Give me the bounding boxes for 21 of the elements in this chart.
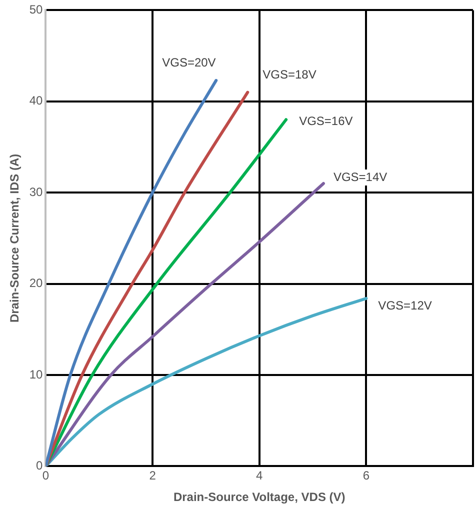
y-tick-label: 0 — [36, 458, 44, 473]
line-series — [46, 90, 250, 466]
line-series — [46, 296, 368, 466]
series-label: VGS=12V — [378, 298, 432, 313]
line-series — [46, 118, 288, 466]
y-tick-label: 40 — [29, 94, 44, 108]
series-label: VGS=14V — [333, 170, 388, 184]
y-tick-label: 50 — [29, 2, 44, 17]
y-tick-label: 10 — [29, 367, 44, 382]
x-tick-label: 6 — [362, 468, 370, 483]
line-series — [46, 78, 218, 466]
line-series — [46, 182, 325, 466]
series-label: VGS=20V — [162, 56, 216, 70]
y-tick-label: 20 — [29, 276, 44, 290]
x-axis-title: Drain-Source Voltage, VDS (V) — [173, 490, 346, 504]
y-tick-label: 30 — [29, 184, 44, 199]
series-label: VGS=18V — [262, 68, 316, 82]
series-label: VGS=16V — [299, 114, 353, 128]
x-tick-label: 4 — [256, 468, 264, 483]
y-axis-title: Drain-Source Current, IDS (A) — [8, 154, 22, 323]
x-tick-label: 2 — [149, 468, 156, 483]
